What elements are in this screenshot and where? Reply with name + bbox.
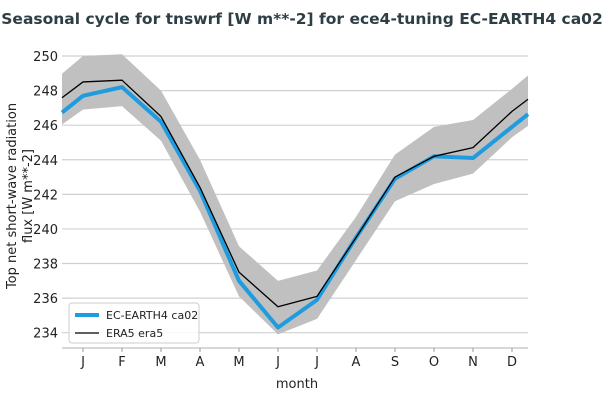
series-line-ec-earth4 bbox=[60, 85, 530, 330]
series-line-era5 bbox=[61, 79, 529, 308]
y-tick-label: 242 bbox=[33, 188, 58, 203]
x-tick-label: A bbox=[196, 355, 205, 370]
y-axis-label-line2: flux [W m**-2] bbox=[21, 149, 36, 243]
y-tick-label: 248 bbox=[33, 85, 58, 100]
y-tick-label: 240 bbox=[33, 223, 58, 238]
y-tick-label: 238 bbox=[33, 258, 58, 273]
x-tick-label: J bbox=[314, 355, 319, 370]
legend: EC-EARTH4 ca02 ERA5 era5 bbox=[68, 302, 200, 344]
x-tick-label: M bbox=[233, 355, 244, 370]
chart-title: Seasonal cycle for tnswrf [W m**-2] for … bbox=[1, 10, 602, 28]
x-tick-label: O bbox=[429, 355, 439, 370]
y-tick-label: 236 bbox=[33, 292, 58, 307]
legend-box bbox=[68, 302, 200, 344]
y-tick-label: 234 bbox=[33, 327, 58, 342]
x-tick-label: N bbox=[468, 355, 478, 370]
y-axis-label-line1: Top net short-wave radiation bbox=[5, 103, 20, 290]
x-tick-label: D bbox=[507, 355, 517, 370]
x-tick-label: M bbox=[155, 355, 166, 370]
x-tick-label: J bbox=[80, 355, 85, 370]
x-tick-label: A bbox=[352, 355, 361, 370]
x-axis-label: month bbox=[276, 377, 318, 392]
y-tick-label: 246 bbox=[33, 119, 58, 134]
y-tick-label: 250 bbox=[33, 50, 58, 65]
x-tick-label: S bbox=[391, 355, 399, 370]
spread-band bbox=[62, 54, 528, 335]
legend-label-era5: ERA5 era5 bbox=[106, 327, 163, 340]
x-tick-label: J bbox=[275, 355, 280, 370]
y-tick-label: 244 bbox=[33, 154, 58, 169]
legend-label-ec-earth4: EC-EARTH4 ca02 bbox=[106, 309, 198, 322]
x-tick-label: F bbox=[118, 355, 125, 370]
